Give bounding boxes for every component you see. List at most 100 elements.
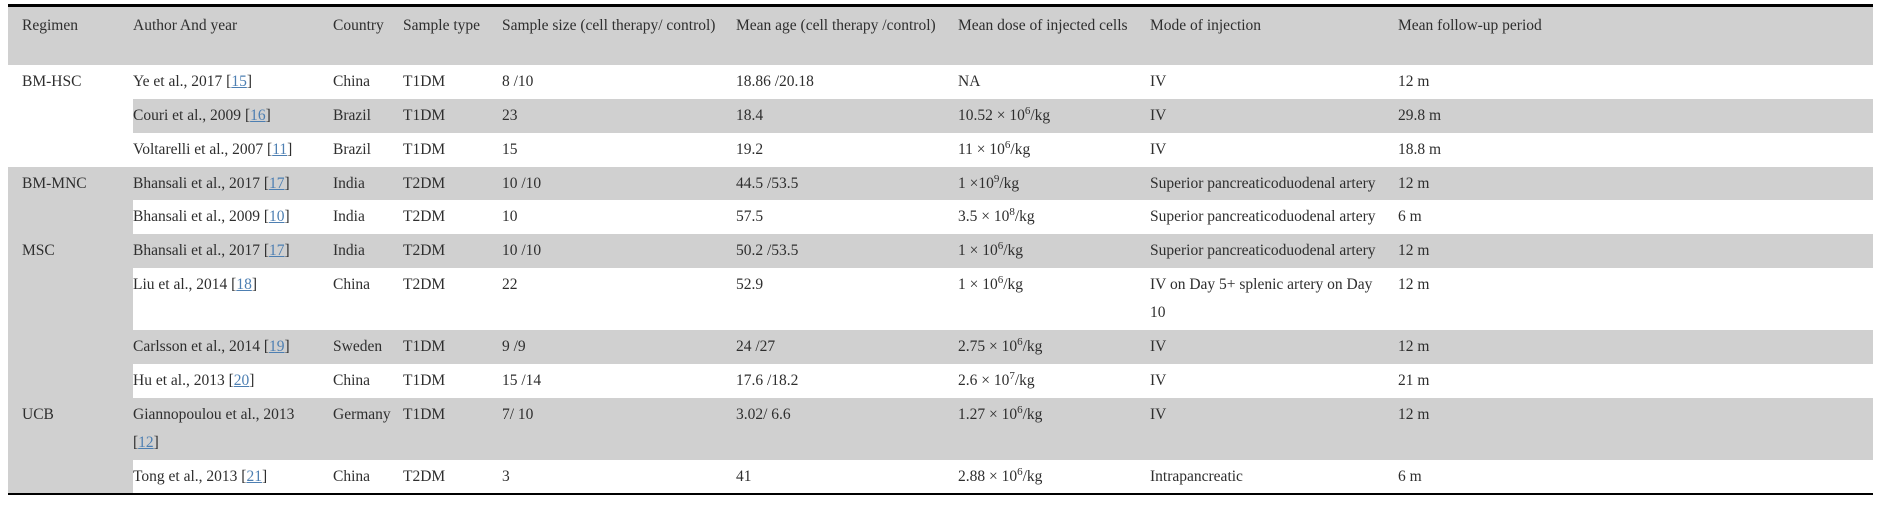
dose-suffix: /kg	[1003, 276, 1024, 294]
dose-exponent: 6	[1024, 104, 1031, 117]
study-characteristics-table: Regimen Author And year Country Sample t…	[8, 4, 1873, 496]
dose-suffix: /kg	[1003, 242, 1024, 260]
reference-link[interactable]: 10	[269, 208, 285, 226]
sample-type-cell: T1DM	[403, 72, 446, 90]
country-cell: China	[333, 276, 371, 294]
citation-open-bracket: [	[231, 276, 237, 294]
country-cell: Germany	[333, 397, 403, 460]
dose-cell: 1 × 106/kg	[958, 234, 1150, 269]
mean-age-cell: 3.02/ 6.6	[736, 397, 958, 460]
citation-open-bracket: [	[241, 467, 247, 485]
sample-type-cell: T1DM	[403, 140, 446, 158]
regimen-cell: UCB	[8, 397, 133, 495]
dose-suffix: /kg	[1030, 106, 1051, 124]
mode-cell: Superior pancreaticoduodenal artery	[1150, 166, 1398, 201]
dose-cell: 1 ×109/kg	[958, 166, 1150, 201]
dose-base: 2.75 × 10	[958, 338, 1018, 356]
dose-exponent: 6	[1017, 335, 1023, 348]
author-cell: Bhansali et al., 2017 [17]	[133, 234, 333, 269]
dose-cell: 1.27 × 106/kg	[958, 397, 1150, 460]
dose-base: 10.52 × 10	[958, 106, 1025, 124]
citation-open-bracket: [	[228, 371, 234, 389]
follow-up-cell: 12 m	[1398, 234, 1873, 269]
table-row: Voltarelli et al., 2007 [11] Brazil T1DM…	[8, 133, 1873, 167]
dose-base: 1 ×10	[958, 174, 994, 192]
col-header-mean-age: Mean age (cell therapy /control)	[736, 5, 958, 65]
table-row: Tong et al., 2013 [21] China T2DM 3 41 2…	[8, 460, 1873, 495]
author-cell: Voltarelli et al., 2007 [11]	[133, 133, 333, 167]
sample-size-cell: 10 /10	[502, 166, 736, 201]
table-row: BM-HSC Ye et al., 2017 [15] China T1DM 8…	[8, 64, 1873, 167]
reference-link[interactable]: 11	[272, 140, 288, 158]
col-header-mean-dose: Mean dose of injected cells	[958, 5, 1150, 65]
reference-link[interactable]: 21	[246, 467, 262, 485]
mode-cell: IV	[1150, 397, 1398, 460]
table-row: Bhansali et al., 2009 [10] India T2DM 10…	[8, 200, 1873, 234]
dose-exponent: 7	[1009, 369, 1015, 382]
sample-size-cell: 10 /10	[502, 234, 736, 269]
dose-cell: 2.6 × 107/kg	[958, 364, 1150, 398]
dose-exponent: 8	[1009, 206, 1015, 219]
dose-cell: 3.5 × 108/kg	[958, 200, 1150, 234]
citation-open-bracket: [	[133, 433, 139, 451]
reference-link[interactable]: 17	[269, 174, 285, 192]
dose-exponent: 6	[1004, 138, 1011, 151]
author-text: Hu et al., 2013	[133, 371, 225, 389]
dose-base: 2.88 × 10	[958, 467, 1018, 485]
regimen-cell: MSC	[8, 234, 133, 398]
dose-exponent: 6	[997, 240, 1004, 253]
country-cell: China	[333, 72, 371, 90]
author-cell: Carlsson et al., 2014 [19]	[133, 330, 333, 364]
sample-type-cell: T1DM	[403, 98, 502, 133]
table-row: MSC Bhansali et al., 2017 [17] India T2D…	[8, 234, 1873, 398]
reference-link[interactable]: 12	[138, 433, 154, 451]
citation-close-bracket: ]	[251, 276, 257, 294]
reference-link[interactable]: 20	[233, 371, 250, 389]
reference-link[interactable]: 17	[269, 242, 285, 260]
sample-type-cell: T2DM	[403, 276, 446, 294]
regimen-cell: BM-HSC	[8, 64, 133, 167]
follow-up-cell: 12 m	[1398, 72, 1430, 90]
citation-open-bracket: [	[263, 242, 270, 260]
reference-link[interactable]: 15	[231, 72, 247, 90]
follow-up-cell: 12 m	[1398, 166, 1873, 201]
country-cell: India	[333, 166, 403, 201]
citation-close-bracket: ]	[246, 72, 252, 90]
mean-age-cell: 17.6 /18.2	[736, 371, 799, 389]
citation-close-bracket: ]	[284, 242, 290, 260]
reference-link[interactable]: 18	[236, 276, 252, 294]
col-header-mode: Mode of injection	[1150, 5, 1398, 65]
mode-cell: IV	[1150, 140, 1167, 158]
citation-close-bracket: ]	[287, 140, 293, 158]
dose-cell: 2.75 × 106/kg	[958, 330, 1150, 364]
sample-type-cell: T1DM	[403, 371, 446, 389]
table-row: Carlsson et al., 2014 [19] Sweden T1DM 9…	[8, 330, 1873, 364]
follow-up-cell: 29.8 m	[1398, 98, 1873, 133]
reference-link[interactable]: 16	[250, 106, 266, 124]
reference-link[interactable]: 19	[269, 338, 285, 356]
author-cell: Ye et al., 2017 [15]	[133, 65, 333, 99]
col-header-sample-size: Sample size (cell therapy/ control)	[502, 5, 736, 65]
author-cell: Liu et al., 2014 [18]	[133, 268, 333, 330]
dose-exponent: 6	[1017, 403, 1023, 416]
citation-open-bracket: [	[263, 174, 270, 192]
citation-open-bracket: [	[226, 72, 232, 90]
dose-base: 2.6 × 10	[958, 371, 1010, 389]
dose-cell: 10.52 × 106/kg	[958, 98, 1150, 133]
citation-open-bracket: [	[263, 208, 270, 226]
dose-suffix: /kg	[1010, 140, 1031, 158]
follow-up-cell: 12 m	[1398, 397, 1873, 460]
citation-close-bracket: ]	[153, 433, 159, 451]
mode-cell: Intrapancreatic	[1150, 467, 1243, 485]
mean-age-cell: 18.4	[736, 98, 958, 133]
author-text: Couri et al., 2009	[133, 106, 242, 124]
dose-base: 1.27 × 10	[958, 405, 1018, 423]
sample-size-cell: 8 /10	[502, 72, 534, 90]
citation-close-bracket: ]	[284, 338, 290, 356]
citation-open-bracket: [	[267, 140, 273, 158]
author-text: Tong et al., 2013	[133, 467, 238, 485]
dose-base: 1 × 10	[958, 242, 998, 260]
country-cell: India	[333, 234, 403, 269]
sample-type-cell: T2DM	[403, 467, 446, 485]
mean-age-cell: 57.5	[736, 208, 764, 226]
